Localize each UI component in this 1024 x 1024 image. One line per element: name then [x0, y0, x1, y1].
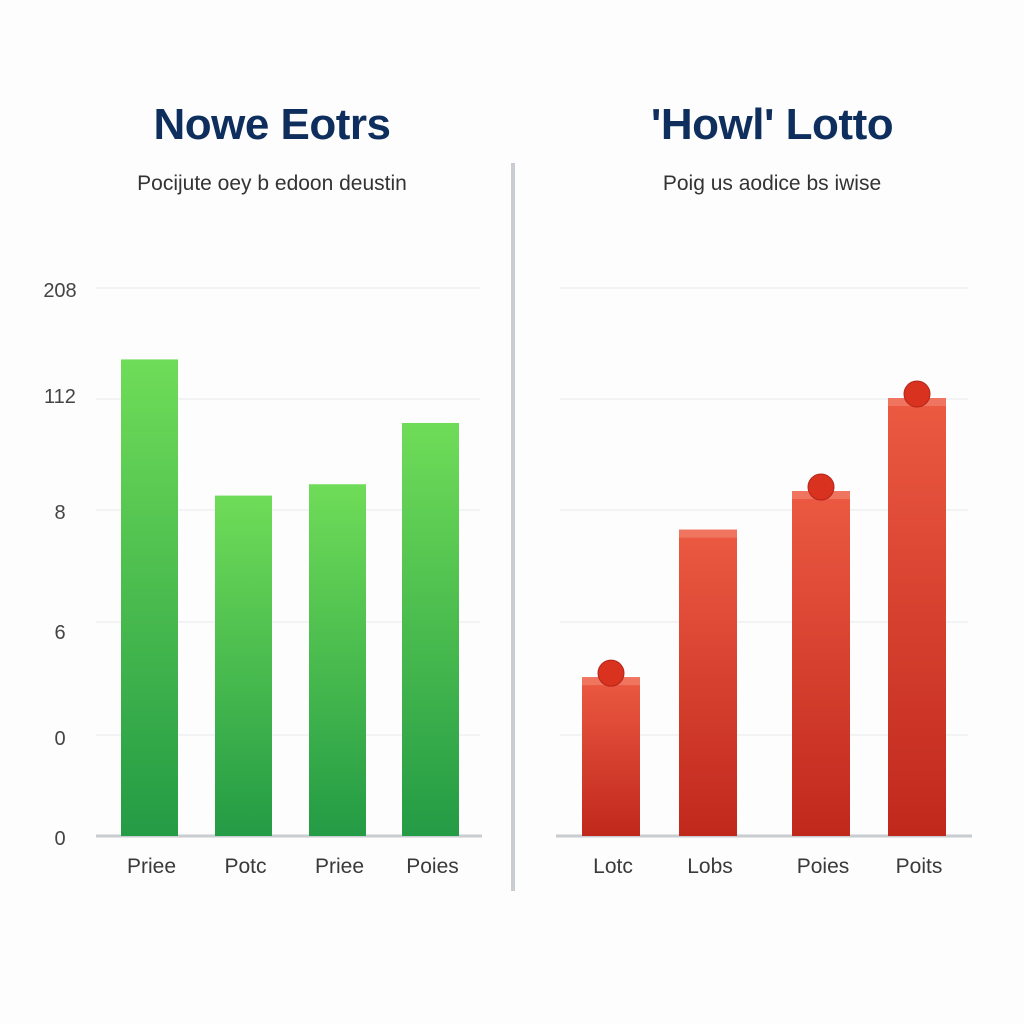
left-y-tick-label: 6 — [54, 622, 65, 644]
right-category-label: Lobs — [687, 855, 733, 878]
right-category-label: Poies — [797, 855, 850, 878]
panel-divider — [511, 163, 515, 891]
left-chart-title: Nowe Eotrs — [153, 100, 391, 149]
right-bar — [792, 491, 850, 836]
left-category-label: Priee — [127, 855, 176, 878]
left-y-tick-label: 0 — [54, 728, 65, 750]
left-bar — [121, 359, 178, 836]
left-category-label: Poies — [406, 855, 459, 878]
right-bar-marker — [903, 380, 931, 408]
right-bar — [888, 398, 946, 836]
right-category-label: Poits — [896, 855, 943, 878]
left-bar — [402, 422, 459, 836]
left-bar — [215, 495, 272, 836]
right-category-label: Lotc — [593, 855, 633, 878]
left-chart-subtitle: Pocijute oey b edoon deustin — [137, 172, 407, 195]
right-bar-cap — [679, 529, 737, 538]
left-bar — [309, 484, 366, 836]
left-y-tick-label: 0 — [54, 828, 65, 850]
right-bar-marker — [807, 473, 835, 501]
right-chart-subtitle: Poig us aodice bs iwise — [662, 172, 882, 195]
right-chart-title: 'Howl' Lotto — [650, 100, 894, 149]
left-category-label: Priee — [315, 855, 364, 878]
left-y-tick-label: 208 — [43, 280, 76, 302]
left-y-tick-label: 112 — [44, 386, 76, 408]
left-category-label: Potc — [224, 855, 266, 878]
right-bar-marker — [597, 659, 625, 687]
right-bar — [679, 529, 737, 836]
right-chart-panel: 'Howl' Lotto Poig us aodice bs iwise — [512, 0, 1024, 1024]
left-chart-panel: Nowe Eotrs Pocijute oey b edoon deustin — [137, 100, 407, 195]
right-bar — [582, 677, 640, 836]
left-y-tick-label: 8 — [54, 502, 65, 524]
